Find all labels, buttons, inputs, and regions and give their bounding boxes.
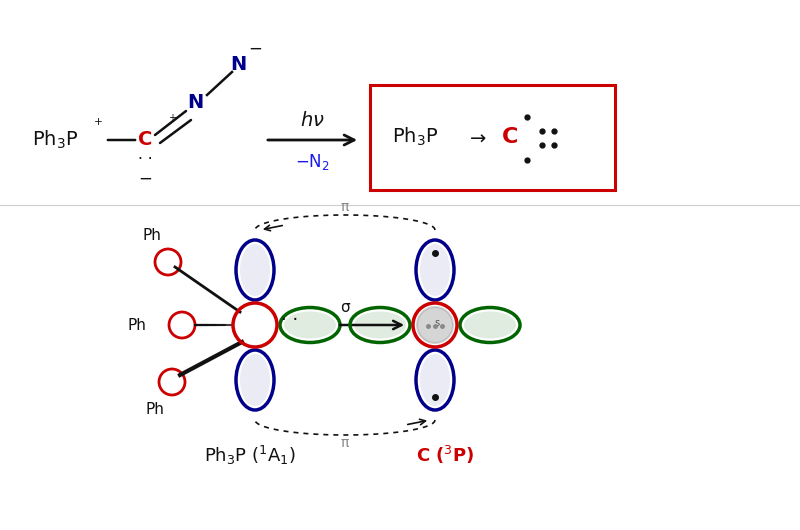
- Text: σ: σ: [340, 301, 350, 315]
- Ellipse shape: [284, 312, 336, 339]
- Text: $-$: $-$: [248, 39, 262, 57]
- Ellipse shape: [354, 312, 406, 339]
- Text: Ph: Ph: [146, 402, 165, 418]
- Text: π: π: [341, 436, 349, 450]
- Text: Ph$_3$P ($^1$A$_1$): Ph$_3$P ($^1$A$_1$): [204, 444, 296, 466]
- Text: s: s: [434, 318, 439, 328]
- Text: $-$N$_2$: $-$N$_2$: [294, 152, 330, 172]
- Ellipse shape: [240, 354, 270, 406]
- Text: N: N: [187, 93, 203, 112]
- Text: · ·: · ·: [138, 153, 152, 167]
- Text: $-$: $-$: [138, 169, 152, 187]
- Text: $\rightarrow$: $\rightarrow$: [466, 128, 487, 146]
- FancyBboxPatch shape: [370, 85, 615, 190]
- Text: N: N: [230, 56, 246, 75]
- Text: π: π: [341, 200, 349, 214]
- Circle shape: [417, 307, 453, 343]
- Text: $h\nu$: $h\nu$: [300, 110, 324, 129]
- Text: $^+$: $^+$: [166, 113, 178, 127]
- Ellipse shape: [240, 244, 270, 296]
- Text: Ph$_3$P: Ph$_3$P: [392, 126, 438, 148]
- Text: C: C: [502, 127, 518, 147]
- Ellipse shape: [420, 354, 450, 406]
- Text: · ·: · ·: [282, 311, 298, 329]
- Ellipse shape: [464, 312, 516, 339]
- Text: Ph: Ph: [127, 317, 146, 332]
- Text: Ph: Ph: [142, 227, 162, 243]
- Text: Ph$_3$P: Ph$_3$P: [32, 129, 78, 151]
- Text: C: C: [138, 130, 152, 149]
- Text: C ($^3$P): C ($^3$P): [416, 444, 474, 466]
- Ellipse shape: [420, 244, 450, 296]
- Text: $^+$: $^+$: [91, 118, 103, 132]
